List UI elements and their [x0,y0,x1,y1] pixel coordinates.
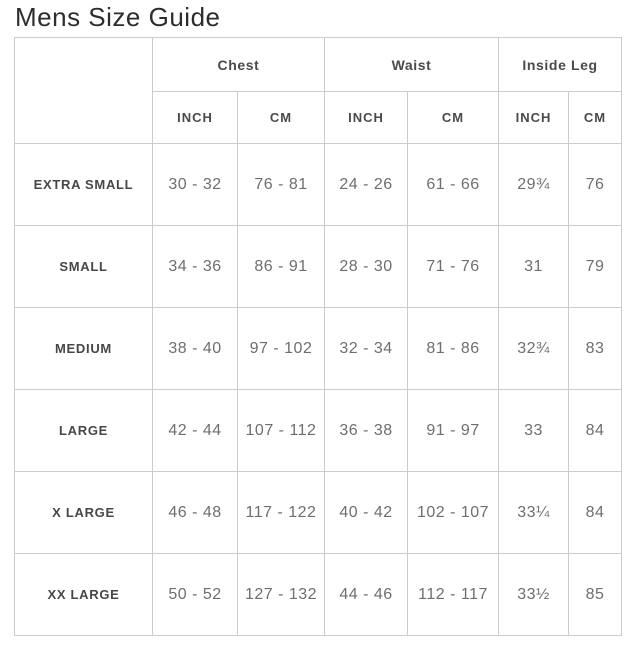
value-cell: 31 [498,225,570,308]
value-cell: 97 - 102 [237,307,325,390]
value-cell: 29¾ [498,143,570,226]
value-cell: 112 - 117 [406,553,500,636]
value-cell: 32¾ [498,307,570,390]
corner-cell [14,37,153,144]
value-cell: 33¼ [498,471,570,554]
size-label: SMALL [14,225,153,308]
unit-header-waist-inch: INCH [324,91,408,144]
column-group-inside-leg: Inside Leg [498,37,623,92]
value-cell: 33 [498,389,570,472]
value-cell: 36 - 38 [324,389,408,472]
unit-header-waist-cm: CM [406,91,500,144]
unit-header-insideleg-inch: INCH [498,91,570,144]
value-cell: 28 - 30 [324,225,408,308]
size-guide-table: Chest Waist Inside Leg INCH CM INCH CM I… [14,37,623,636]
page-title: Mens Size Guide [15,2,221,32]
value-cell: 84 [568,471,623,554]
value-cell: 76 - 81 [237,143,325,226]
size-label: LARGE [14,389,153,472]
value-cell: 34 - 36 [152,225,238,308]
value-cell: 86 - 91 [237,225,325,308]
value-cell: 91 - 97 [406,389,500,472]
column-group-chest: Chest [152,37,325,92]
unit-header-chest-inch: INCH [152,91,238,144]
value-cell: 24 - 26 [324,143,408,226]
value-cell: 127 - 132 [237,553,325,636]
size-label: X LARGE [14,471,153,554]
value-cell: 79 [568,225,623,308]
table-row-small: SMALL 34 - 36 86 - 91 28 - 30 71 - 76 31… [14,225,623,308]
value-cell: 85 [568,553,623,636]
value-cell: 107 - 112 [237,389,325,472]
value-cell: 102 - 107 [406,471,500,554]
value-cell: 71 - 76 [406,225,500,308]
value-cell: 44 - 46 [324,553,408,636]
column-group-waist: Waist [323,37,500,92]
value-cell: 32 - 34 [324,307,408,390]
table-row-x-large: X LARGE 46 - 48 117 - 122 40 - 42 102 - … [14,471,623,554]
value-cell: 50 - 52 [152,553,238,636]
value-cell: 117 - 122 [237,471,325,554]
value-cell: 76 [568,143,623,226]
value-cell: 83 [568,307,623,390]
value-cell: 40 - 42 [324,471,408,554]
value-cell: 33½ [498,553,570,636]
table-row-medium: MEDIUM 38 - 40 97 - 102 32 - 34 81 - 86 … [14,307,623,390]
unit-header-chest-cm: CM [237,91,325,144]
table-row-large: LARGE 42 - 44 107 - 112 36 - 38 91 - 97 … [14,389,623,472]
value-cell: 30 - 32 [152,143,238,226]
value-cell: 42 - 44 [152,389,238,472]
group-header-row: Chest Waist Inside Leg [14,37,623,144]
table-row-xx-large: XX LARGE 50 - 52 127 - 132 44 - 46 112 -… [14,553,623,636]
size-label: EXTRA SMALL [14,143,153,226]
size-label: MEDIUM [14,307,153,390]
value-cell: 61 - 66 [406,143,500,226]
value-cell: 84 [568,389,623,472]
value-cell: 46 - 48 [152,471,238,554]
size-label: XX LARGE [14,553,153,636]
value-cell: 38 - 40 [152,307,238,390]
unit-header-row: INCH CM INCH CM INCH CM [15,91,623,144]
unit-header-insideleg-cm: CM [568,91,623,144]
table-row-extra-small: EXTRA SMALL 30 - 32 76 - 81 24 - 26 61 -… [14,143,623,226]
value-cell: 81 - 86 [406,307,500,390]
